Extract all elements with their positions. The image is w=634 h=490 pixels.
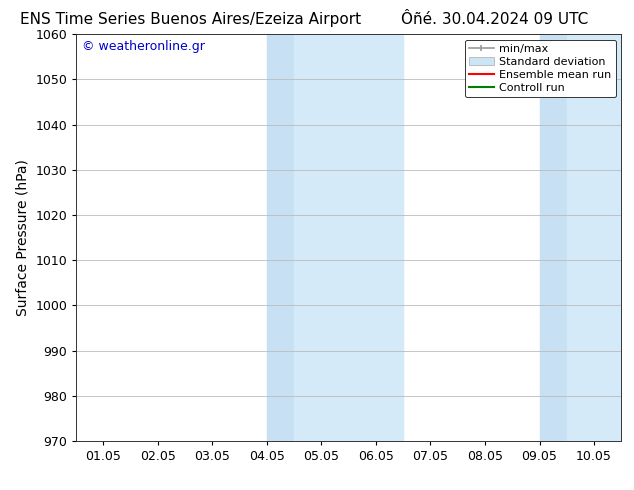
Text: © weatheronline.gr: © weatheronline.gr [82, 40, 204, 53]
Legend: min/max, Standard deviation, Ensemble mean run, Controll run: min/max, Standard deviation, Ensemble me… [465, 40, 616, 97]
Text: ENS Time Series Buenos Aires/Ezeiza Airport: ENS Time Series Buenos Aires/Ezeiza Airp… [20, 12, 361, 27]
Y-axis label: Surface Pressure (hPa): Surface Pressure (hPa) [16, 159, 30, 316]
Text: Ôñé. 30.04.2024 09 UTC: Ôñé. 30.04.2024 09 UTC [401, 12, 588, 27]
Bar [540, 34, 567, 441]
Bar [567, 34, 621, 441]
Bar [267, 34, 294, 441]
Bar [294, 34, 403, 441]
